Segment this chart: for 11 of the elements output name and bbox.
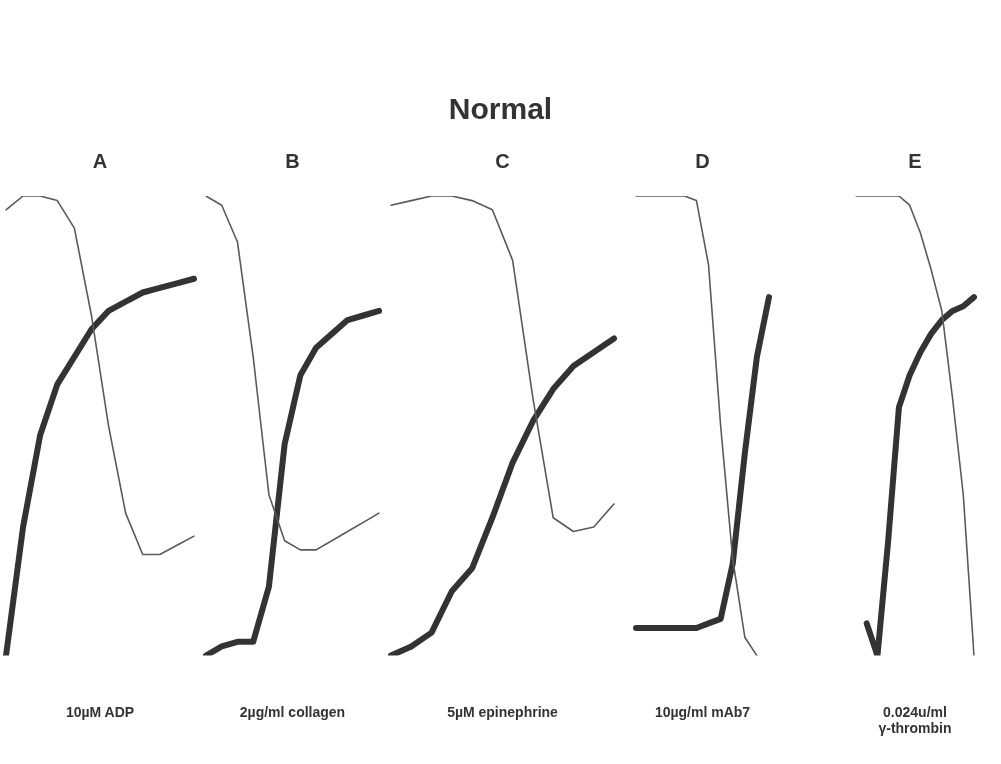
x-axis-title: 10µg/ml mAb7: [653, 704, 752, 720]
text: Normal: [447, 92, 554, 126]
chart-title: E: [907, 150, 923, 174]
chart-title: B: [284, 150, 301, 174]
x-axis-title: 5µM epinephrine: [446, 704, 559, 720]
x-axis-title: 0.024u/ml γ-thrombin: [877, 704, 953, 736]
chart-title: A: [91, 150, 109, 174]
chart-title: C: [494, 150, 511, 174]
chart-title: D: [694, 150, 711, 174]
x-axis-title: 10µM ADP: [64, 704, 136, 720]
x-axis-title: 2µg/ml collagen: [238, 704, 347, 720]
